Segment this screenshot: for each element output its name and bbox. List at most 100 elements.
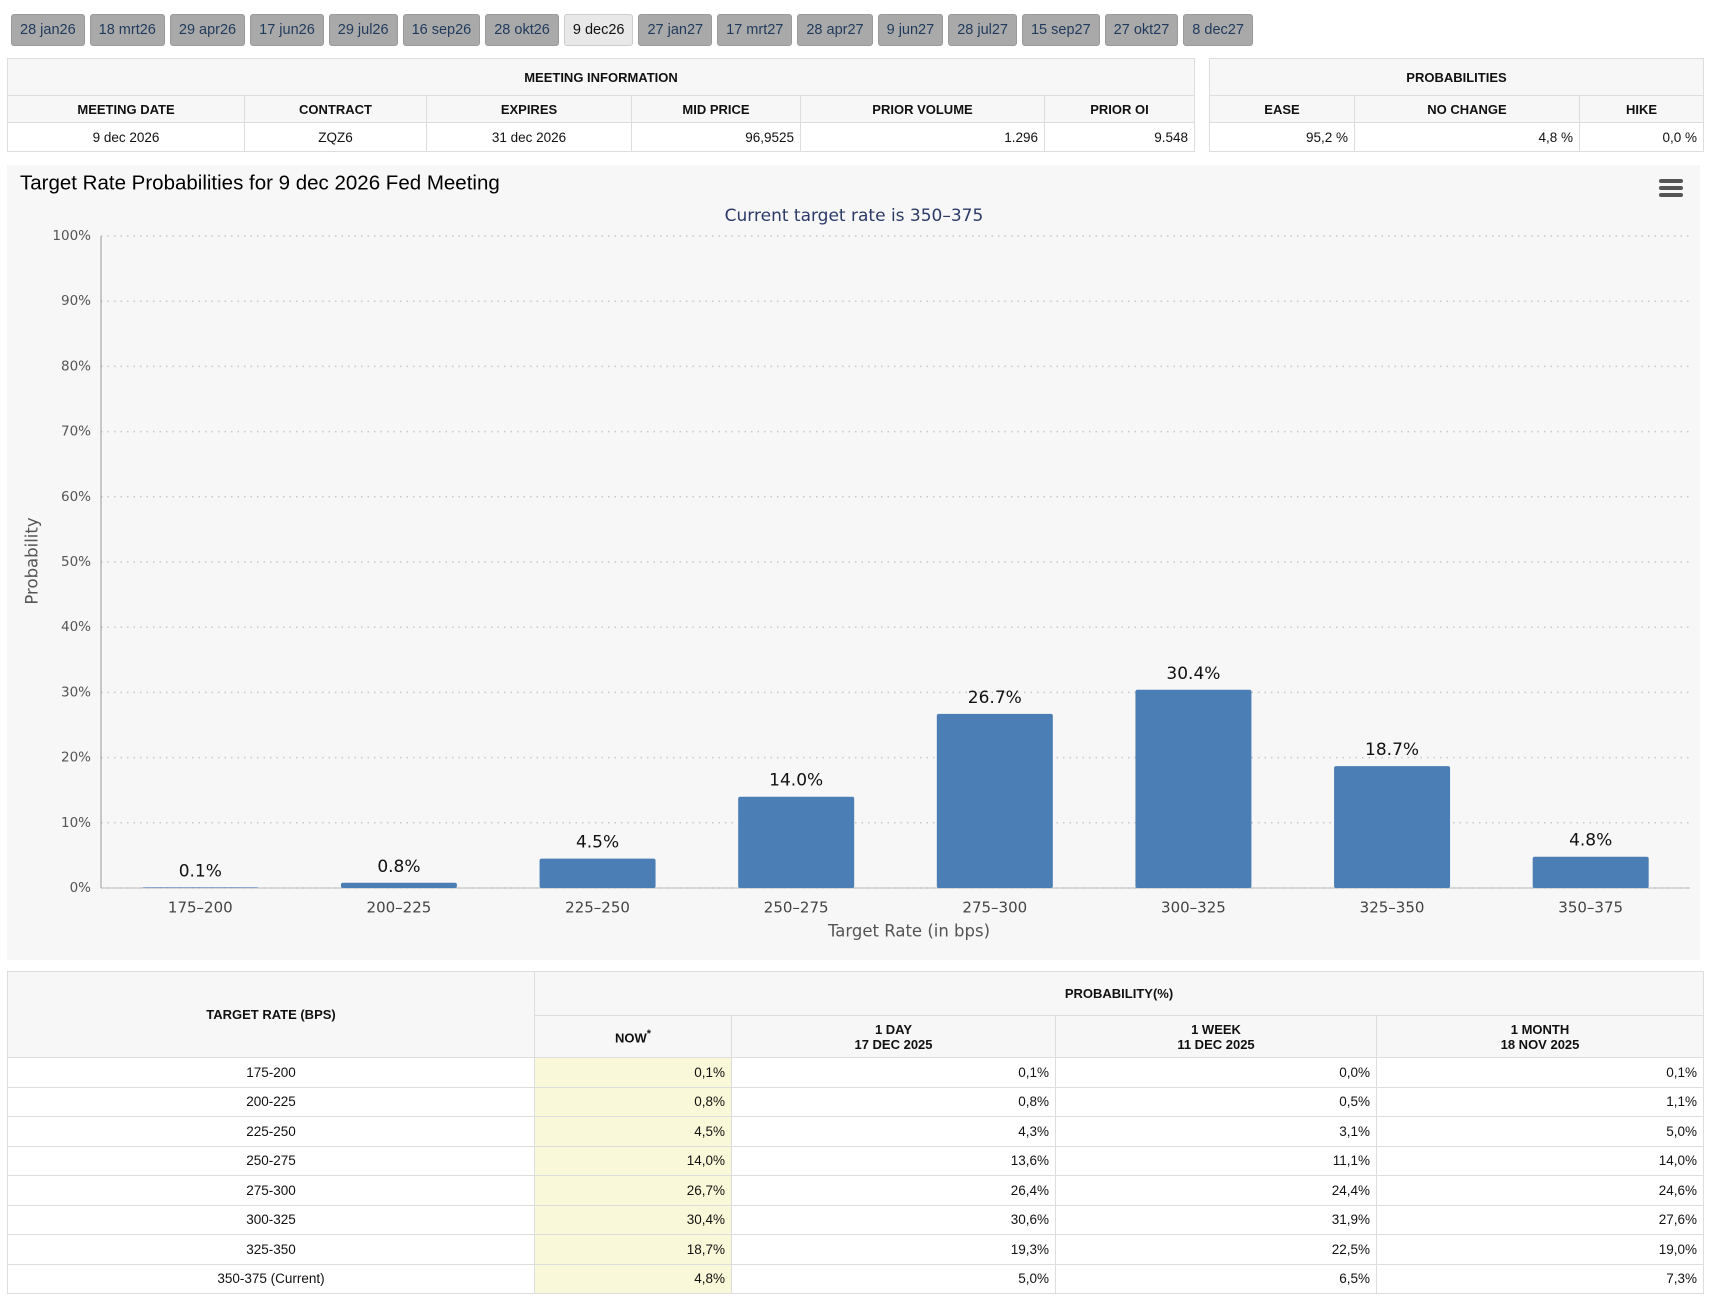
cell: 4,5% <box>534 1116 732 1147</box>
meeting-tab[interactable]: 28 apr27 <box>797 14 873 46</box>
column-header: EASE <box>1209 95 1355 123</box>
data-row: 250-275 14,0% 13,6% 11,1% 14,0% <box>7 1145 1704 1176</box>
cell: 18,7% <box>534 1234 732 1265</box>
header-row: EASE NO CHANGE HIKE <box>1209 95 1704 123</box>
chart: Target Rate Probabilities for 9 dec 2026… <box>20 171 1690 941</box>
meeting-tab[interactable]: 27 jan27 <box>638 14 713 46</box>
column-label: NOW <box>615 1030 647 1046</box>
cell: 275-300 <box>7 1175 535 1206</box>
meeting-tab[interactable]: 28 jul27 <box>948 14 1017 46</box>
column-header: CONTRACT <box>244 95 427 123</box>
column-header: 1 MONTH 18 NOV 2025 <box>1376 1015 1704 1058</box>
cell: 250-275 <box>7 1145 535 1176</box>
cell: ZQZ6 <box>244 122 427 152</box>
probability-table: TARGET RATE (BPS) PROBABILITY(%) NOW* 1 DAY… <box>7 971 1704 1294</box>
data-row: 200-225 0,8% 0,8% 0,5% 1,1% <box>7 1086 1704 1117</box>
meeting-tab[interactable]: 17 mrt27 <box>717 14 793 46</box>
x-tick-label: 225–250 <box>565 899 630 917</box>
data-label: 18.7% <box>1365 740 1419 760</box>
bar <box>340 882 457 888</box>
cell: 30,6% <box>731 1204 1056 1235</box>
x-tick-label: 300–325 <box>1161 899 1226 917</box>
cell: 5,0% <box>1376 1116 1704 1147</box>
header-row: MEETING DATE CONTRACT EXPIRES MID PRICE PRIO… <box>7 95 1195 123</box>
header-row: NOW* 1 DAY 17 DEC 2025 1 WEEK 11 DEC 2025 1 M… <box>8 1015 1704 1058</box>
cell: 200-225 <box>7 1086 535 1117</box>
cell: 19,3% <box>731 1234 1056 1265</box>
column-header: EXPIRES <box>426 95 632 123</box>
column-header: PRIOR VOLUME <box>800 95 1045 123</box>
data-row: 275-300 26,7% 26,4% 24,4% 24,6% <box>7 1175 1704 1206</box>
column-date: 18 NOV 2025 <box>1500 1036 1580 1052</box>
data-row: 9 dec 2026 ZQZ6 31 dec 2026 96,9525 1.296 9.5… <box>7 122 1195 152</box>
cell: 0,0 % <box>1579 122 1704 152</box>
column-header: TARGET RATE (BPS) <box>7 971 535 1058</box>
meeting-tab[interactable]: 15 sep27 <box>1021 14 1100 46</box>
note-mark: * <box>646 1027 651 1040</box>
column-label: 1 WEEK <box>1191 1021 1241 1037</box>
y-tick-label: 70% <box>61 424 91 440</box>
meeting-tabs: 28 jan26 18 mrt26 29 apr26 17 jun26 29 jul26… <box>11 14 1253 46</box>
cell: 0,0% <box>1055 1057 1377 1088</box>
chart-subtitle: Current target rate is 350–375 <box>725 206 984 226</box>
x-tick-label: 175–200 <box>168 899 233 917</box>
x-tick-label: 250–275 <box>764 899 829 917</box>
data-row: 325-350 18,7% 19,3% 22,5% 19,0% <box>7 1234 1704 1265</box>
cell: 13,6% <box>731 1145 1056 1176</box>
y-tick-label: 100% <box>52 228 91 244</box>
cell: 3,1% <box>1055 1116 1377 1147</box>
meeting-tab[interactable]: 18 mrt26 <box>89 14 165 46</box>
cell: 4,3% <box>731 1116 1056 1147</box>
column-label: 1 DAY <box>874 1021 913 1037</box>
menu-button[interactable] <box>1659 179 1683 197</box>
cell: 0,8% <box>731 1086 1056 1117</box>
x-tick-label: 325–350 <box>1360 899 1425 917</box>
cell: 24,4% <box>1055 1175 1377 1206</box>
data-row: 350-375 (Current) 4,8% 5,0% 6,5% 7,3% <box>7 1263 1704 1294</box>
column-header: MEETING DATE <box>7 95 245 123</box>
cell: 175-200 <box>7 1057 535 1088</box>
y-tick-label: 40% <box>61 619 91 635</box>
bar <box>1334 766 1451 888</box>
meeting-tab[interactable]: 9 dec26 <box>563 14 634 46</box>
cell: 19,0% <box>1376 1234 1704 1265</box>
y-axis-title: Probability <box>23 517 42 604</box>
meeting-tab[interactable]: 9 jun27 <box>877 14 944 46</box>
cell: 6,5% <box>1055 1263 1377 1294</box>
meeting-tab[interactable]: 28 okt26 <box>485 14 559 46</box>
title-row: MEETING INFORMATION <box>7 58 1195 96</box>
cell: 11,1% <box>1055 1145 1377 1176</box>
data-row: 225-250 4,5% 4,3% 3,1% 5,0% <box>7 1116 1704 1147</box>
meeting-tab[interactable]: 17 jun26 <box>250 14 324 46</box>
data-row: 95,2 % 4,8 % 0,0 % <box>1209 122 1704 152</box>
cell: 4,8% <box>534 1263 732 1294</box>
table-title: MEETING INFORMATION <box>7 58 1195 96</box>
bar <box>142 887 259 888</box>
bar <box>1135 689 1252 888</box>
data-label: 14.0% <box>769 771 823 791</box>
cell: 27,6% <box>1376 1204 1704 1235</box>
cell: 0,1% <box>1376 1057 1704 1088</box>
meeting-tab[interactable]: 28 jan26 <box>11 14 85 46</box>
column-header: NO CHANGE <box>1354 95 1580 123</box>
y-tick-label: 80% <box>61 358 91 374</box>
column-label: 1 MONTH <box>1510 1021 1570 1037</box>
y-tick-label: 30% <box>61 684 91 700</box>
cell: 26,4% <box>731 1175 1056 1206</box>
column-header: 1 WEEK 11 DEC 2025 <box>1055 1015 1377 1058</box>
meeting-tab[interactable]: 29 jul26 <box>328 14 398 46</box>
meeting-tab[interactable]: 27 okt27 <box>1104 14 1179 46</box>
data-label: 0.8% <box>377 857 420 877</box>
y-tick-label: 50% <box>61 554 91 570</box>
data-row: 300-325 30,4% 30,6% 31,9% 27,6% <box>7 1204 1704 1235</box>
cell: 9.548 <box>1044 122 1195 152</box>
group-header: PROBABILITY(%) <box>534 971 1704 1016</box>
meeting-tab[interactable]: 16 sep26 <box>402 14 481 46</box>
meeting-tab[interactable]: 29 apr26 <box>169 14 246 46</box>
meeting-tab[interactable]: 8 dec27 <box>1183 14 1253 46</box>
x-tick-label: 350–375 <box>1558 899 1623 917</box>
cell: 14,0% <box>1376 1145 1704 1176</box>
y-tick-label: 10% <box>61 815 91 831</box>
cell: 22,5% <box>1055 1234 1377 1265</box>
